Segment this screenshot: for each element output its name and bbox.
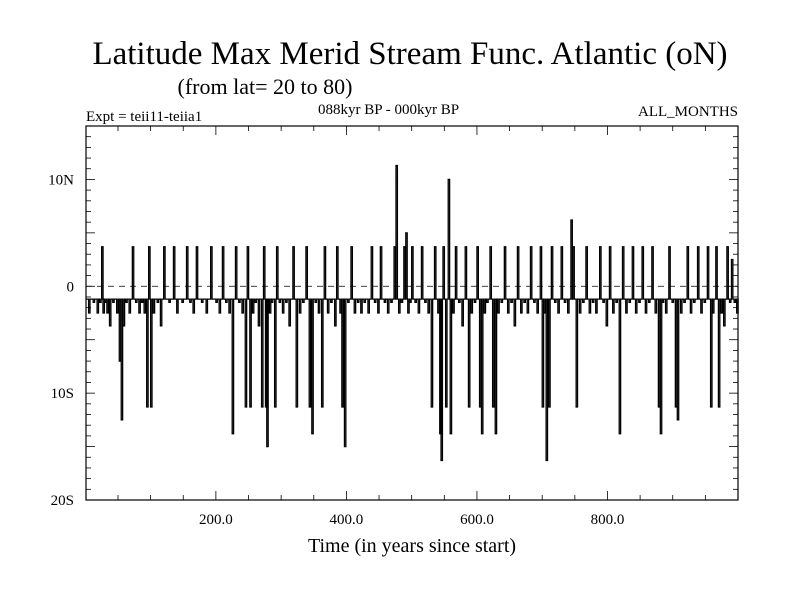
y-tick-label: 10N — [48, 172, 74, 188]
x-axis-label: Time (in years since start) — [308, 535, 516, 557]
series-layer — [86, 164, 739, 462]
data-series-line — [86, 164, 739, 462]
y-tick-label: 20S — [51, 493, 74, 509]
x-tick-label: 600.0 — [460, 512, 494, 528]
label-layer: 10N 0 10S 20S 200.0 400.0 600.0 800.0 — [48, 172, 624, 528]
chart-title: Latitude Max Merid Stream Func. Atlantic… — [92, 36, 728, 72]
experiment-label: Expt = teii11-teiia1 — [86, 109, 203, 125]
tick-layer — [86, 125, 739, 501]
x-tick-label: 800.0 — [591, 512, 625, 528]
months-label: ALL_MONTHS — [638, 104, 738, 120]
x-tick-label: 400.0 — [330, 512, 364, 528]
x-tick-label: 200.0 — [199, 512, 233, 528]
plot-frame — [85, 125, 739, 501]
y-tick-label: 0 — [67, 279, 75, 295]
period-label: 088kyr BP - 000kyr BP — [318, 102, 460, 118]
chart-subtitle: (from lat= 20 to 80) — [177, 74, 353, 99]
y-tick-label: 10S — [51, 386, 74, 402]
